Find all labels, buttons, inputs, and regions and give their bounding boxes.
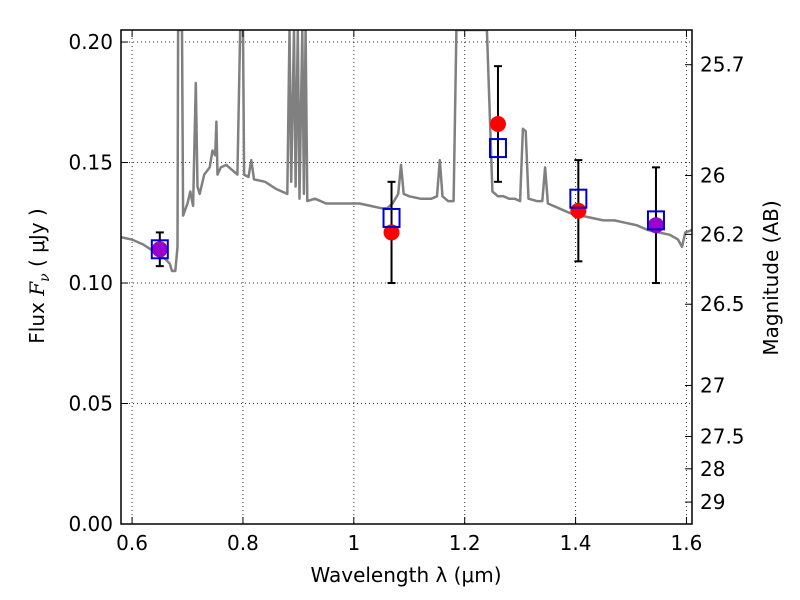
right-axis-label: Magnitude (AB): [759, 200, 783, 355]
y-tick-label: 0.05: [68, 392, 113, 416]
y-tick-label: 0.15: [68, 151, 113, 175]
x-tick-label: 1: [347, 531, 360, 555]
observed-point: [489, 115, 506, 132]
x-tick-label: 0.6: [116, 531, 148, 555]
right-tick-label: 27.5: [700, 425, 745, 449]
right-tick-label: 26.2: [700, 222, 745, 246]
y-axis-label: Flux Fν ( μJy ): [25, 208, 53, 343]
right-tick-label: 29: [700, 490, 725, 514]
observed-point: [647, 217, 664, 234]
model-point: [382, 207, 401, 228]
grid: [121, 30, 692, 524]
y-tick-label: 0.00: [68, 512, 113, 536]
model-point: [569, 188, 588, 209]
observed-point: [570, 202, 587, 219]
model-point: [488, 138, 507, 159]
right-tick-label: 26: [700, 164, 725, 188]
x-axis-label: Wavelength λ (μm): [310, 563, 501, 587]
right-tick-label: 27: [700, 373, 725, 397]
y-axis-label-unit: ( μJy ): [25, 208, 49, 273]
x-tick-label: 1.2: [449, 531, 481, 555]
plot-area: [121, 30, 692, 285]
x-tick-label: 1.6: [671, 531, 703, 555]
y-tick-label: 0.20: [68, 30, 113, 54]
plot-frame: [120, 29, 693, 525]
model-point: [646, 210, 665, 231]
y-axis-label-symbol: F: [25, 281, 49, 297]
observed-point: [151, 241, 168, 258]
observed-point: [383, 224, 400, 241]
ticks: 0.6 0.8 1 1.2 1.4 1.6 0.00 0.05 0.10 0.15 0.20 25.7…: [68, 30, 745, 555]
y-tick-label: 0.10: [68, 271, 113, 295]
y-axis-label-prefix: Flux: [25, 296, 49, 344]
x-tick-label: 1.4: [560, 531, 592, 555]
model-spectrum-line: [121, 30, 692, 273]
y-axis-label-subscript: ν: [37, 273, 53, 282]
model-point: [150, 239, 169, 260]
right-tick-label: 25.7: [700, 53, 745, 77]
x-tick-label: 0.8: [227, 531, 259, 555]
right-tick-label: 26.5: [700, 292, 745, 316]
right-tick-label: 28: [700, 457, 725, 481]
